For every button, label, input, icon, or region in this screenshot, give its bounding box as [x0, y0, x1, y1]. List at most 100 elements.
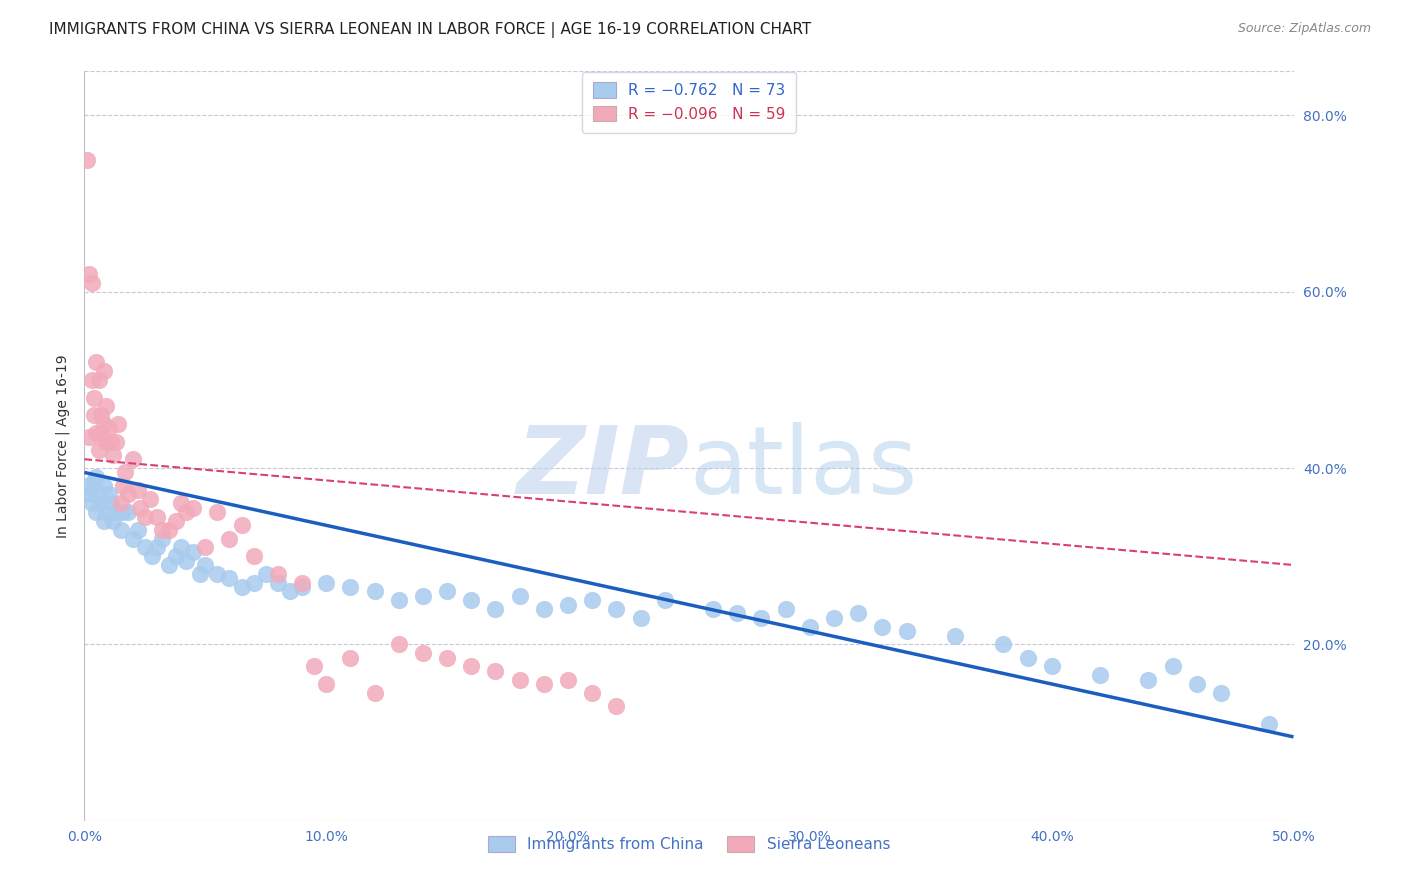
- Point: [174, 505, 197, 519]
- Point: [90, 408, 112, 422]
- Text: IMMIGRANTS FROM CHINA VS SIERRA LEONEAN IN LABOR FORCE | AGE 16-19 CORRELATION C: IMMIGRANTS FROM CHINA VS SIERRA LEONEAN …: [49, 22, 811, 38]
- Point: [117, 487, 139, 501]
- Point: [141, 549, 163, 564]
- Point: [460, 593, 482, 607]
- Point: [86, 355, 108, 369]
- Point: [87, 487, 110, 501]
- Point: [121, 532, 143, 546]
- Point: [267, 575, 290, 590]
- Point: [218, 532, 240, 546]
- Point: [134, 509, 156, 524]
- Point: [302, 659, 325, 673]
- Point: [157, 558, 180, 572]
- Point: [278, 584, 301, 599]
- Point: [107, 417, 129, 431]
- Point: [388, 593, 411, 607]
- Point: [581, 686, 603, 700]
- Point: [557, 598, 579, 612]
- Point: [77, 430, 100, 444]
- Point: [90, 425, 112, 440]
- Point: [388, 637, 411, 651]
- Point: [174, 553, 197, 567]
- Point: [363, 686, 385, 700]
- Point: [630, 611, 652, 625]
- Point: [315, 575, 337, 590]
- Point: [725, 607, 748, 621]
- Point: [218, 571, 240, 585]
- Point: [110, 523, 132, 537]
- Point: [533, 677, 555, 691]
- Point: [1209, 686, 1232, 700]
- Text: Source: ZipAtlas.com: Source: ZipAtlas.com: [1237, 22, 1371, 36]
- Point: [605, 602, 627, 616]
- Point: [165, 514, 187, 528]
- Point: [1137, 673, 1160, 687]
- Point: [436, 584, 458, 599]
- Point: [896, 624, 918, 639]
- Point: [254, 566, 277, 581]
- Point: [190, 566, 212, 581]
- Point: [1185, 677, 1208, 691]
- Point: [87, 373, 110, 387]
- Point: [76, 478, 98, 492]
- Point: [83, 408, 105, 422]
- Point: [87, 443, 110, 458]
- Point: [86, 470, 108, 484]
- Point: [150, 523, 173, 537]
- Point: [484, 602, 506, 616]
- Point: [97, 421, 120, 435]
- Point: [581, 593, 603, 607]
- Point: [1161, 659, 1184, 673]
- Point: [339, 580, 361, 594]
- Point: [134, 541, 156, 555]
- Point: [207, 566, 229, 581]
- Point: [654, 593, 676, 607]
- Point: [80, 276, 103, 290]
- Point: [557, 673, 579, 687]
- Point: [93, 417, 115, 431]
- Point: [605, 699, 627, 714]
- Point: [799, 620, 821, 634]
- Point: [97, 487, 120, 501]
- Point: [231, 518, 253, 533]
- Point: [112, 478, 135, 492]
- Point: [775, 602, 797, 616]
- Point: [94, 505, 117, 519]
- Point: [127, 523, 149, 537]
- Point: [291, 575, 314, 590]
- Point: [194, 541, 217, 555]
- Point: [121, 452, 143, 467]
- Text: ZIP: ZIP: [516, 423, 689, 515]
- Point: [846, 607, 869, 621]
- Point: [165, 549, 187, 564]
- Text: atlas: atlas: [689, 423, 917, 515]
- Point: [127, 483, 149, 497]
- Point: [104, 434, 127, 449]
- Point: [86, 505, 108, 519]
- Point: [181, 545, 204, 559]
- Point: [77, 267, 100, 281]
- Y-axis label: In Labor Force | Age 16-19: In Labor Force | Age 16-19: [56, 354, 70, 538]
- Point: [242, 575, 264, 590]
- Legend: Immigrants from China, Sierra Leoneans: Immigrants from China, Sierra Leoneans: [482, 830, 896, 858]
- Point: [86, 425, 108, 440]
- Point: [194, 558, 217, 572]
- Point: [93, 514, 115, 528]
- Point: [100, 434, 122, 449]
- Point: [83, 391, 105, 405]
- Point: [94, 400, 117, 414]
- Point: [509, 589, 531, 603]
- Point: [110, 496, 132, 510]
- Point: [412, 646, 434, 660]
- Point: [94, 434, 117, 449]
- Point: [484, 664, 506, 678]
- Point: [90, 496, 112, 510]
- Point: [231, 580, 253, 594]
- Point: [117, 505, 139, 519]
- Point: [363, 584, 385, 599]
- Point: [509, 673, 531, 687]
- Point: [291, 580, 314, 594]
- Point: [112, 505, 135, 519]
- Point: [129, 500, 152, 515]
- Point: [103, 448, 125, 462]
